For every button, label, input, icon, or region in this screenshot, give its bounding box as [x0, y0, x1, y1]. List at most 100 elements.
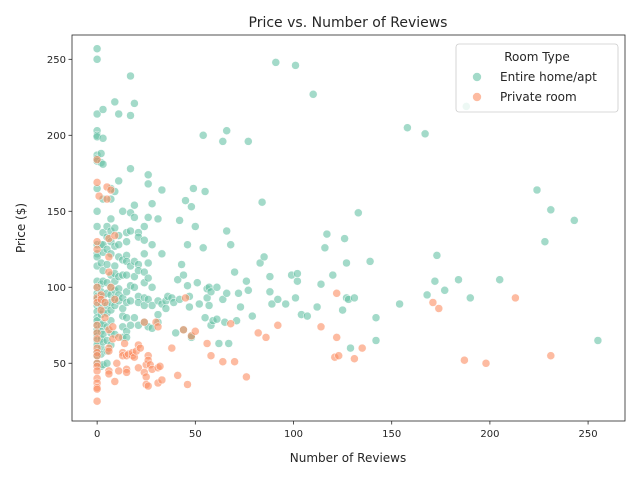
data-point-entire-home [291, 293, 300, 303]
data-point-entire-home [140, 249, 149, 259]
data-point-entire-home [157, 249, 167, 259]
data-point-entire-home [257, 197, 267, 207]
data-point-private-room [140, 317, 149, 327]
data-point-private-room [357, 343, 367, 353]
y-tick-label: 200 [47, 131, 66, 142]
data-point-private-room [173, 371, 182, 380]
data-point-entire-home [179, 270, 188, 280]
data-point-private-room [230, 357, 239, 366]
data-point-private-room [106, 185, 116, 195]
data-point-entire-home [218, 137, 228, 146]
data-point-private-room [428, 298, 438, 307]
data-point-private-room [92, 396, 102, 406]
data-point-entire-home [147, 283, 157, 292]
data-point-entire-home [316, 279, 326, 289]
data-point-private-room [92, 384, 102, 394]
data-point-entire-home [98, 105, 108, 114]
data-point-entire-home [259, 252, 269, 262]
data-point-private-room [157, 375, 167, 385]
data-point-entire-home [593, 336, 603, 345]
data-point-private-room [92, 366, 102, 376]
data-point-entire-home [234, 289, 243, 298]
data-point-entire-home [195, 299, 204, 309]
data-point-entire-home [110, 97, 120, 107]
data-point-private-room [96, 305, 106, 315]
data-point-entire-home [244, 286, 253, 295]
data-point-private-room [218, 357, 228, 366]
data-point-entire-home [570, 216, 579, 225]
data-point-entire-home [342, 258, 351, 268]
data-point-private-room [136, 343, 145, 353]
data-point-entire-home [126, 111, 135, 120]
legend-title: Room Type [504, 50, 570, 64]
data-point-private-room [226, 319, 235, 328]
data-point-entire-home [281, 299, 290, 309]
data-point-private-room [434, 304, 444, 313]
data-point-private-room [261, 333, 271, 342]
data-point-private-room [92, 351, 102, 360]
data-point-private-room [350, 354, 359, 363]
data-point-private-room [332, 289, 341, 298]
data-point-entire-home [187, 202, 196, 211]
data-point-entire-home [354, 208, 363, 218]
data-point-private-room [114, 333, 123, 342]
data-point-entire-home [96, 149, 106, 158]
data-point-entire-home [130, 213, 139, 222]
data-point-entire-home [222, 289, 231, 298]
x-axis: 0 50 100 150 200 250 [94, 421, 598, 440]
legend-label-entire-home: Entire home/apt [500, 70, 597, 84]
data-point-entire-home [222, 226, 231, 236]
data-point-private-room [460, 355, 469, 365]
y-tick-label: 250 [47, 55, 66, 66]
data-point-private-room [179, 325, 188, 335]
data-point-private-room [92, 178, 102, 187]
data-point-entire-home [183, 240, 192, 249]
data-point-entire-home [143, 179, 153, 189]
data-point-entire-home [212, 314, 222, 324]
data-point-private-room [100, 313, 110, 322]
y-axis-title: Price ($) [14, 203, 28, 253]
data-point-entire-home [226, 240, 235, 249]
data-point-entire-home [248, 311, 257, 321]
y-axis: 50 100 150 200 250 [47, 55, 72, 370]
y-tick-label: 100 [47, 283, 66, 294]
data-point-entire-home [303, 311, 312, 321]
data-point-private-room [202, 339, 212, 348]
data-point-entire-home [191, 222, 200, 231]
data-point-entire-home [122, 287, 131, 297]
data-point-entire-home [224, 339, 233, 348]
data-point-entire-home [130, 200, 139, 210]
data-point-entire-home [171, 328, 180, 338]
data-point-private-room [104, 346, 114, 356]
data-point-entire-home [320, 243, 330, 253]
data-point-entire-home [147, 301, 157, 310]
data-point-entire-home [340, 234, 349, 243]
data-point-entire-home [102, 260, 112, 269]
data-point-entire-home [242, 276, 251, 286]
data-point-entire-home [118, 207, 127, 216]
data-point-private-room [181, 293, 190, 303]
data-point-entire-home [110, 261, 120, 271]
data-point-private-room [143, 381, 153, 391]
data-point-private-room [332, 333, 341, 342]
data-point-private-room [511, 293, 520, 303]
data-point-entire-home [143, 273, 153, 283]
data-point-private-room [102, 194, 112, 204]
data-point-entire-home [130, 272, 139, 281]
data-point-entire-home [98, 134, 108, 143]
data-point-entire-home [293, 276, 302, 286]
data-point-entire-home [92, 109, 102, 119]
data-point-entire-home [130, 313, 139, 322]
data-point-entire-home [102, 359, 112, 368]
data-point-entire-home [177, 260, 186, 269]
data-point-entire-home [92, 207, 102, 216]
data-point-private-room [153, 322, 163, 332]
data-point-private-room [106, 283, 116, 292]
data-point-private-room [104, 267, 114, 277]
data-point-private-room [108, 322, 118, 332]
data-point-entire-home [181, 196, 190, 205]
data-point-entire-home [114, 176, 123, 186]
data-point-entire-home [371, 313, 381, 322]
data-point-entire-home [371, 336, 381, 345]
